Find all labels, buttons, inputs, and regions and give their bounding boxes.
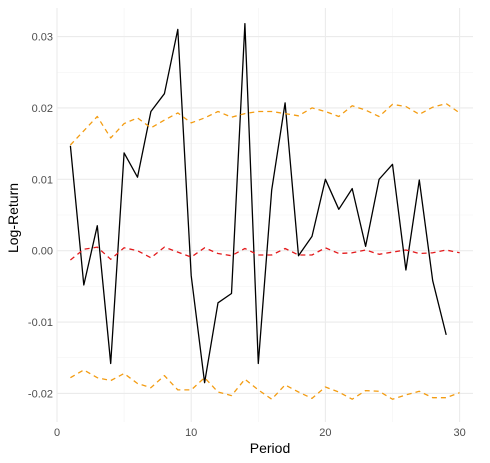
series-line-4	[70, 369, 460, 400]
x-tick-label: 10	[185, 427, 197, 439]
y-tick-label: 0.01	[32, 174, 53, 186]
series-line-1	[69, 23, 447, 384]
y-tick-labels: -0.02 -0.01 0.00 0.01 0.02 0.03	[28, 32, 53, 401]
y-axis-title: Log-Return	[5, 183, 21, 253]
y-tick-label: -0.02	[28, 388, 53, 400]
series-lines	[69, 23, 460, 400]
grid-lines	[56, 8, 473, 422]
x-tick-label: 20	[319, 427, 331, 439]
y-tick-label: -0.01	[28, 317, 53, 329]
x-tick-labels: 0 10 20 30	[54, 427, 466, 439]
x-tick-label: 0	[54, 427, 60, 439]
y-tick-label: 0.03	[32, 32, 53, 44]
x-axis-title: Period	[250, 440, 290, 456]
y-tick-label: 0.02	[32, 103, 53, 115]
x-tick-label: 30	[453, 427, 465, 439]
y-tick-label: 0.00	[32, 246, 53, 258]
